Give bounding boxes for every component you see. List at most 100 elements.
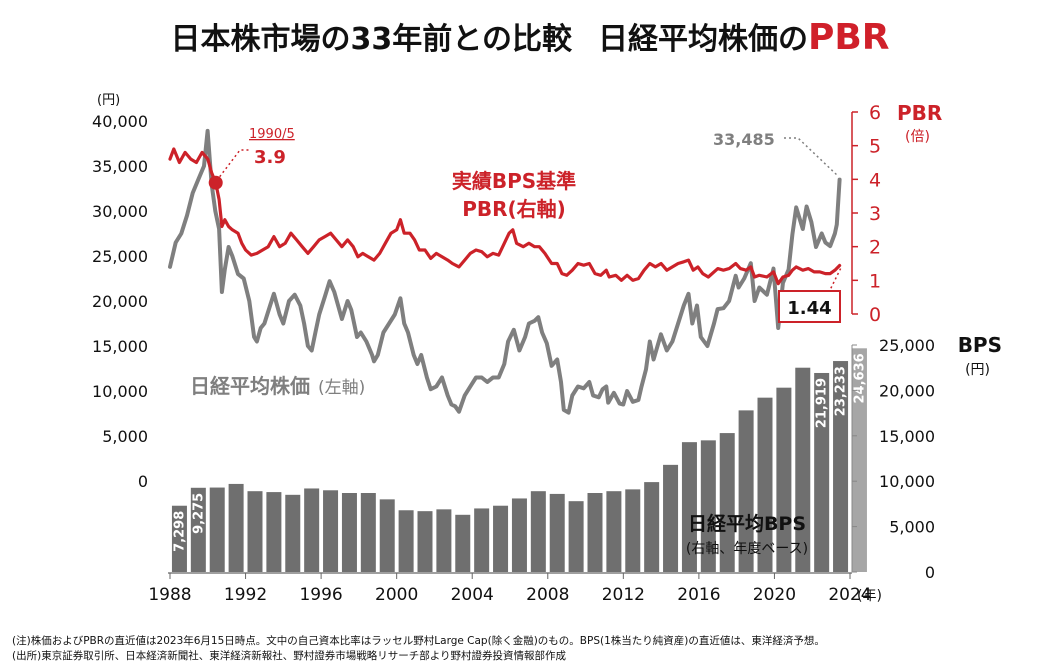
pbr-series-label-2: PBR(右軸)	[462, 197, 566, 221]
bps-bar-1999	[379, 499, 395, 572]
bps-tick-label: 10,000	[879, 472, 935, 491]
bps-axis-label: BPS	[958, 333, 1002, 357]
bps-series-note: (右軸、年度ベース)	[686, 541, 808, 557]
bps-tick-label: 0	[925, 563, 935, 582]
nikkei-line	[168, 128, 842, 415]
bps-bar-2017	[719, 433, 735, 572]
bps-bar-2008	[549, 493, 565, 572]
pbr-tick-label: 1	[869, 270, 881, 292]
bps-bar-2021	[795, 367, 811, 572]
bps-bar-2014	[663, 464, 679, 572]
pbr-tick-label: 3	[869, 203, 881, 225]
pbr-latest-leader	[829, 268, 842, 291]
bps-bar-2013	[644, 482, 660, 572]
left-tick-label: 20,000	[92, 292, 148, 311]
bps-series-label: 日経平均BPS	[688, 512, 806, 535]
bps-bar-2009	[568, 501, 584, 572]
bps-tick-label: 15,000	[879, 427, 935, 446]
bps-bar-2003	[455, 514, 471, 572]
x-tick-label: 1992	[224, 585, 267, 605]
title-main: 日本株市場の33年前との比較	[170, 22, 572, 57]
x-tick-label: 1988	[148, 585, 191, 605]
left-tick-label: 40,000	[92, 112, 148, 131]
bps-bar-2016	[700, 440, 716, 572]
left-tick-label: 35,000	[92, 157, 148, 176]
x-axis-unit: (年)	[857, 588, 882, 604]
title-sub: 日経平均株価の	[597, 22, 808, 57]
bps-value-label: 9,275	[191, 493, 206, 534]
bps-axis-unit: (円)	[965, 362, 990, 378]
pbr-tick-label: 0	[869, 304, 881, 326]
pbr-1990-leader	[219, 149, 250, 178]
pbr-line	[168, 147, 842, 286]
x-tick-label: 2008	[526, 585, 569, 605]
left-tick-label: 10,000	[92, 382, 148, 401]
bps-bar-1991	[228, 483, 244, 572]
bps-bar-2010	[587, 493, 603, 572]
bps-bar-1998	[360, 493, 376, 572]
left-tick-label: 0	[138, 472, 148, 491]
left-axis: 0 5,000 10,000 15,000 20,000 25,000 30,000 35,0…	[92, 93, 148, 491]
left-tick-label: 30,000	[92, 202, 148, 221]
footnote-note: (注)株価およびPBRの直近値は2023年6月15日時点。文中の自己資本比率はラ…	[12, 635, 825, 647]
nikkei-latest-label: 33,485	[713, 130, 775, 149]
pbr-tick-label: 6	[869, 102, 881, 124]
left-axis-unit: (円)	[97, 93, 120, 108]
left-tick-label: 5,000	[102, 427, 148, 446]
nikkei-series-note: (左軸)	[318, 378, 365, 398]
x-tick-label: 1996	[299, 585, 342, 605]
bps-bar-2001	[417, 511, 433, 572]
annotations: 1990/5 3.9 33,485 1.44 実績BPS基準 PBR(右軸) 日経平均株価 (…	[190, 127, 842, 557]
x-tick-label: 2004	[451, 585, 494, 605]
bps-bar-2004	[474, 508, 490, 572]
nikkei-latest-leader	[784, 137, 839, 177]
bps-bar-1994	[285, 494, 301, 572]
bps-value-label: 7,298	[172, 511, 187, 552]
bps-bar-1988	[171, 505, 187, 572]
bps-bar-2018	[738, 410, 754, 572]
x-tick-label: 2024	[828, 585, 871, 605]
bps-axis: 0 5,000 10,000 15,000 20,000 25,000 BPS (円)	[851, 333, 1002, 582]
bps-bar-1989	[190, 487, 206, 572]
bps-bar-1996	[323, 490, 339, 572]
bps-bar-2007	[530, 491, 546, 572]
bps-bar-2002	[436, 509, 452, 572]
pbr-1990-value: 3.9	[254, 147, 286, 168]
pbr-1990-marker	[208, 175, 223, 190]
x-tick-label: 2000	[375, 585, 418, 605]
bps-bar-2011	[606, 491, 622, 572]
x-tick-label: 2016	[677, 585, 720, 605]
x-tick-label: 2020	[753, 585, 796, 605]
bps-bar-2006	[511, 498, 527, 572]
pbr-latest-value: 1.44	[787, 298, 831, 319]
x-axis: 1988 1992 1996 2000 2004 2008 2012 2016 2020 2024…	[148, 572, 882, 605]
left-tick-label: 25,000	[92, 247, 148, 266]
bps-value-label: 23,233	[834, 366, 849, 416]
pbr-axis: 0 1 2 3 4 5 6 PBR (倍)	[851, 101, 942, 326]
pbr-tick-label: 4	[869, 169, 881, 191]
pbr-1990-date: 1990/5	[249, 127, 295, 142]
bps-tick-label: 20,000	[879, 381, 935, 400]
bps-bar-2020	[776, 387, 792, 572]
bps-bar-1992	[247, 491, 263, 572]
bps-bar-1995	[304, 488, 320, 572]
bps-bar-2019	[757, 397, 773, 572]
nikkei-series-label: 日経平均株価	[190, 374, 310, 398]
bps-bar-1993	[266, 492, 282, 572]
bps-tick-label: 25,000	[879, 336, 935, 355]
bps-bar-1997	[341, 493, 357, 572]
pbr-axis-unit: (倍)	[905, 129, 930, 145]
bps-bar-1990	[209, 487, 225, 572]
chart-title: 日本株市場の33年前との比較 日経平均株価のPBR	[0, 14, 1060, 58]
pbr-series-label-1: 実績BPS基準	[452, 169, 576, 193]
bps-bars: 7,298 9,275 21,919 23,233 24,636	[171, 348, 867, 572]
bps-tick-label: 5,000	[889, 518, 935, 537]
left-tick-label: 15,000	[92, 337, 148, 356]
footnote-source: (出所)東京証券取引所、日本経済新聞社、東洋経済新報社、野村證券市場戦略リサーチ…	[12, 650, 566, 662]
bps-bar-2005	[493, 505, 509, 572]
title-accent: PBR	[807, 17, 890, 58]
bps-bar-2012	[625, 489, 641, 572]
pbr-axis-label: PBR	[897, 101, 942, 125]
